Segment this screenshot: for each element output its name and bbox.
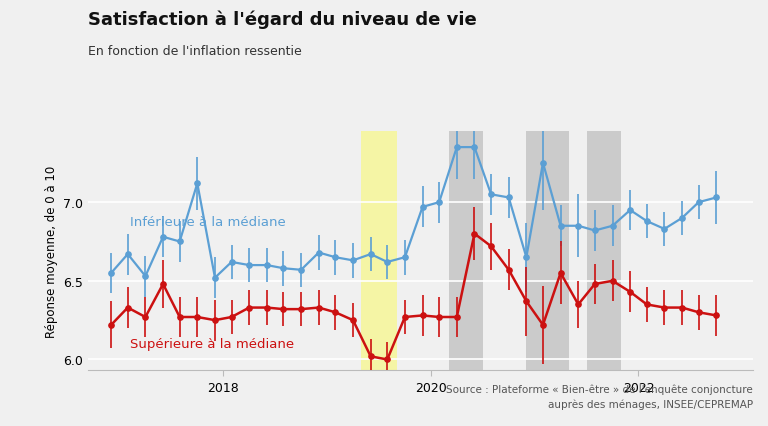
Text: Source : Plateforme « Bien-être » de l'enquête conjoncture
auprès des ménages, I: Source : Plateforme « Bien-être » de l'e… (446, 384, 753, 409)
Text: Satisfaction à l'égard du niveau de vie: Satisfaction à l'égard du niveau de vie (88, 11, 477, 29)
Text: Supérieure à la médiane: Supérieure à la médiane (130, 337, 294, 351)
Bar (526, 132, 569, 371)
Text: Inférieure à la médiane: Inférieure à la médiane (130, 215, 286, 228)
Bar (449, 132, 483, 371)
Text: En fonction de l'inflation ressentie: En fonction de l'inflation ressentie (88, 45, 302, 58)
Bar (361, 132, 396, 371)
Bar (587, 132, 621, 371)
Y-axis label: Réponse moyenne, de 0 à 10: Réponse moyenne, de 0 à 10 (45, 165, 58, 337)
